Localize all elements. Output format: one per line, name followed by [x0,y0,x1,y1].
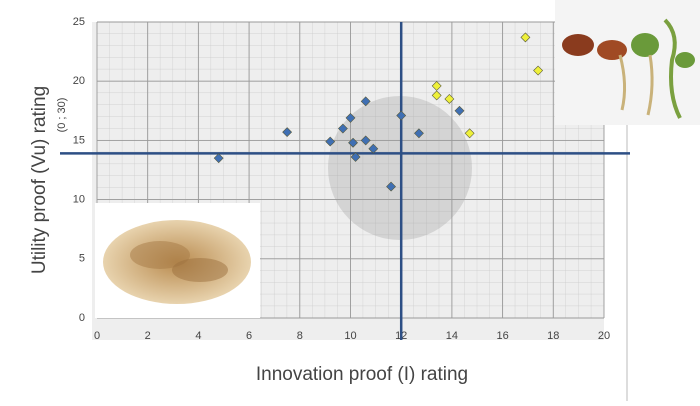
data-point [431,90,442,101]
y-axis-label: Utility proof (Vu) rating [29,86,50,274]
x-tick-label: 6 [246,330,252,342]
data-point [464,128,475,139]
data-point [325,136,336,147]
x-tick-label: 4 [195,330,201,342]
data-point [396,110,407,121]
x-tick-label: 8 [297,330,303,342]
x-tick-label: 18 [547,330,559,342]
data-point [360,96,371,107]
y-tick-label: 20 [73,75,85,87]
data-point [350,152,361,162]
x-tick-label: 0 [94,330,100,342]
data-point [431,81,442,91]
y-tick-label: 25 [73,16,85,28]
data-point [282,127,293,138]
seeds-image [95,203,260,318]
sprouts-image [555,0,700,125]
x-tick-label: 10 [344,330,356,342]
data-point [454,105,465,116]
data-point [360,135,371,146]
data-point [348,137,358,148]
data-point [533,65,544,76]
data-point [368,143,379,154]
y-axis-note: (0 ; 30) [56,98,68,133]
y-tick-label: 0 [79,312,85,324]
x-tick-label: 20 [598,330,610,342]
data-point [337,123,348,134]
data-point [213,153,224,164]
data-point [414,128,424,139]
y-tick-label: 15 [73,134,85,146]
y-tick-label: 10 [73,194,85,206]
data-point [345,112,356,123]
x-axis-label: Innovation proof (I) rating [256,364,468,385]
x-tick-label: 16 [496,330,508,342]
data-point [444,94,455,104]
x-tick-label: 14 [446,330,458,342]
x-tick-label: 2 [145,330,151,342]
y-tick-label: 5 [79,253,85,265]
data-point [386,181,396,192]
data-point [520,32,531,43]
